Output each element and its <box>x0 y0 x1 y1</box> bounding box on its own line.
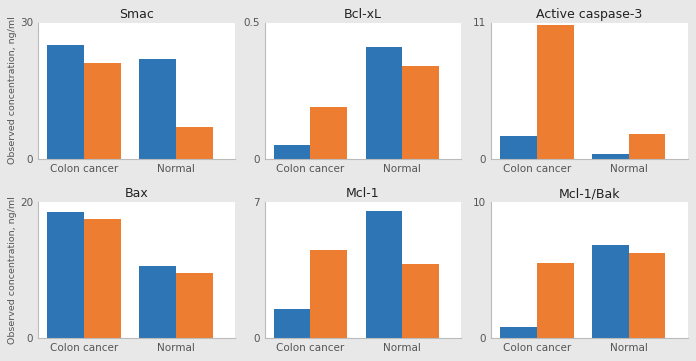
Bar <box>365 47 402 159</box>
Bar <box>402 66 439 159</box>
Bar <box>176 127 212 159</box>
Bar <box>47 45 84 159</box>
Bar <box>592 245 628 338</box>
Title: Bcl-xL: Bcl-xL <box>344 8 382 21</box>
Bar <box>176 273 212 338</box>
Title: Smac: Smac <box>119 8 154 21</box>
Title: Mcl-1/Bak: Mcl-1/Bak <box>559 187 620 200</box>
Y-axis label: Observed concentration, ng/ml: Observed concentration, ng/ml <box>8 196 17 344</box>
Bar <box>139 59 176 159</box>
Title: Mcl-1: Mcl-1 <box>346 187 380 200</box>
Bar <box>500 136 537 159</box>
Bar <box>500 327 537 338</box>
Title: Bax: Bax <box>125 187 148 200</box>
Bar <box>84 219 120 338</box>
Bar <box>310 107 347 159</box>
Bar <box>310 250 347 338</box>
Bar <box>537 25 574 159</box>
Bar <box>402 264 439 338</box>
Bar <box>537 263 574 338</box>
Bar <box>365 211 402 338</box>
Bar <box>592 154 628 159</box>
Y-axis label: Observed concentration, ng/ml: Observed concentration, ng/ml <box>8 17 17 165</box>
Bar <box>274 309 310 338</box>
Bar <box>628 253 665 338</box>
Bar <box>274 145 310 159</box>
Bar <box>139 266 176 338</box>
Bar <box>47 212 84 338</box>
Bar <box>628 134 665 159</box>
Bar <box>84 64 120 159</box>
Title: Active caspase-3: Active caspase-3 <box>536 8 642 21</box>
